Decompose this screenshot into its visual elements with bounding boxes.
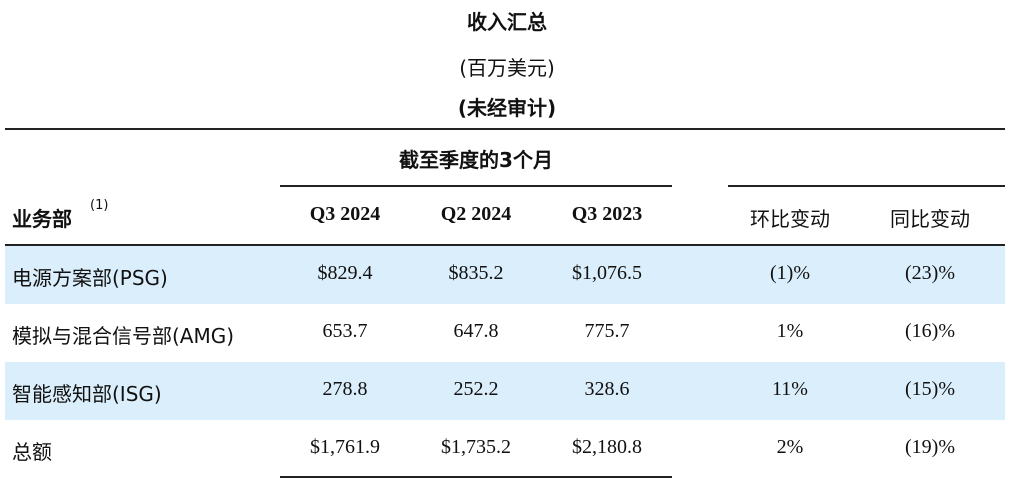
row-label: 总额	[12, 440, 52, 464]
cell: 775.7	[584, 320, 630, 342]
cell: 252.2	[453, 378, 499, 400]
cell: 328.6	[584, 378, 630, 400]
cell: (1)%	[770, 262, 810, 284]
row-label: 电源方案部(PSG)	[12, 266, 168, 290]
column-header: 业务部	[12, 207, 72, 231]
rule	[5, 244, 1005, 246]
row-label: 智能感知部(ISG)	[12, 382, 162, 406]
column-header: 同比变动	[890, 207, 970, 231]
cell: (16)%	[905, 320, 955, 342]
cell: 278.8	[322, 378, 368, 400]
unit: (百万美元)	[459, 56, 555, 80]
row-band	[5, 246, 1005, 304]
cell: 647.8	[453, 320, 499, 342]
note: (未经审计)	[457, 96, 557, 120]
rule	[5, 128, 1005, 130]
cell: $1,076.5	[572, 262, 642, 284]
column-header: Q3 2023	[571, 203, 643, 225]
footnote-marker: (1)	[90, 198, 109, 213]
column-header: 环比变动	[750, 207, 830, 231]
column-header: Q2 2024	[440, 203, 512, 225]
row-band	[5, 362, 1005, 420]
row-label: 模拟与混合信号部(AMG)	[12, 324, 235, 348]
period-header: 截至季度的3个月	[399, 148, 553, 172]
title: 收入汇总	[467, 10, 547, 34]
cell: 653.7	[322, 320, 368, 342]
cell: (19)%	[905, 436, 955, 458]
cell: $1,761.9	[310, 436, 380, 458]
cell: (15)%	[905, 378, 955, 400]
cell: $835.2	[448, 262, 504, 284]
cell: (23)%	[905, 262, 955, 284]
rule	[280, 476, 672, 478]
cell: $2,180.8	[572, 436, 642, 458]
cell: 1%	[776, 320, 804, 342]
rule	[728, 185, 1005, 187]
column-header: Q3 2024	[309, 203, 381, 225]
cell: 11%	[772, 378, 808, 400]
cell: 2%	[776, 436, 804, 458]
cell: $1,735.2	[441, 436, 511, 458]
rule	[280, 185, 672, 187]
cell: $829.4	[317, 262, 373, 284]
